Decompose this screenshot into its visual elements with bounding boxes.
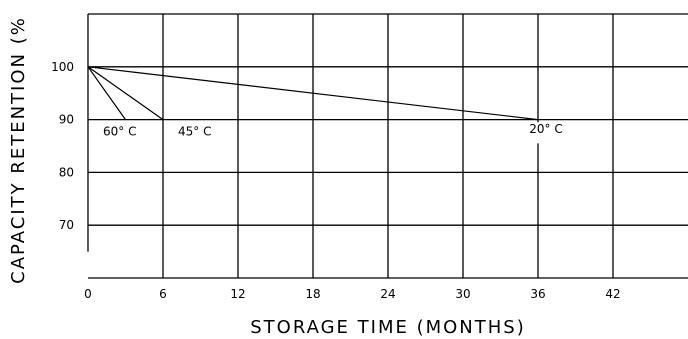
x-tick-label-18: 18 bbox=[305, 287, 320, 301]
x-tick-label-42: 42 bbox=[605, 287, 620, 301]
y-tick-label-90: 90 bbox=[59, 113, 74, 127]
grid bbox=[87, 13, 688, 279]
y-axis-label: CAPACITY RETENTION (% bbox=[8, 16, 29, 284]
series-line-1 bbox=[87, 66, 126, 120]
x-tick-label-6: 6 bbox=[159, 287, 167, 301]
y-tick-label-70: 70 bbox=[59, 218, 74, 232]
series-annotation-1: 60° C bbox=[103, 124, 136, 138]
x-tick-label-24: 24 bbox=[380, 287, 395, 301]
x-tick-label-12: 12 bbox=[230, 287, 245, 301]
annotations: 60° C 45° C 20° C bbox=[103, 122, 563, 139]
x-tick-label-30: 30 bbox=[455, 287, 470, 301]
series-line-2 bbox=[87, 66, 164, 121]
tick-labels: 0 6 12 18 24 30 36 42 70 80 90 100 bbox=[51, 60, 621, 301]
x-tick-label-36: 36 bbox=[530, 287, 545, 301]
y-tick-label-100: 100 bbox=[51, 60, 74, 74]
y-tick-label-80: 80 bbox=[59, 165, 74, 179]
x-axis-label: STORAGE TIME (MONTHS) bbox=[250, 317, 526, 338]
series-lines bbox=[87, 66, 539, 121]
series-annotation-3: 20° C bbox=[529, 122, 562, 136]
series-annotation-2: 45° C bbox=[178, 124, 211, 138]
x-tick-label-0: 0 bbox=[84, 287, 92, 301]
series-line-3 bbox=[87, 66, 539, 121]
